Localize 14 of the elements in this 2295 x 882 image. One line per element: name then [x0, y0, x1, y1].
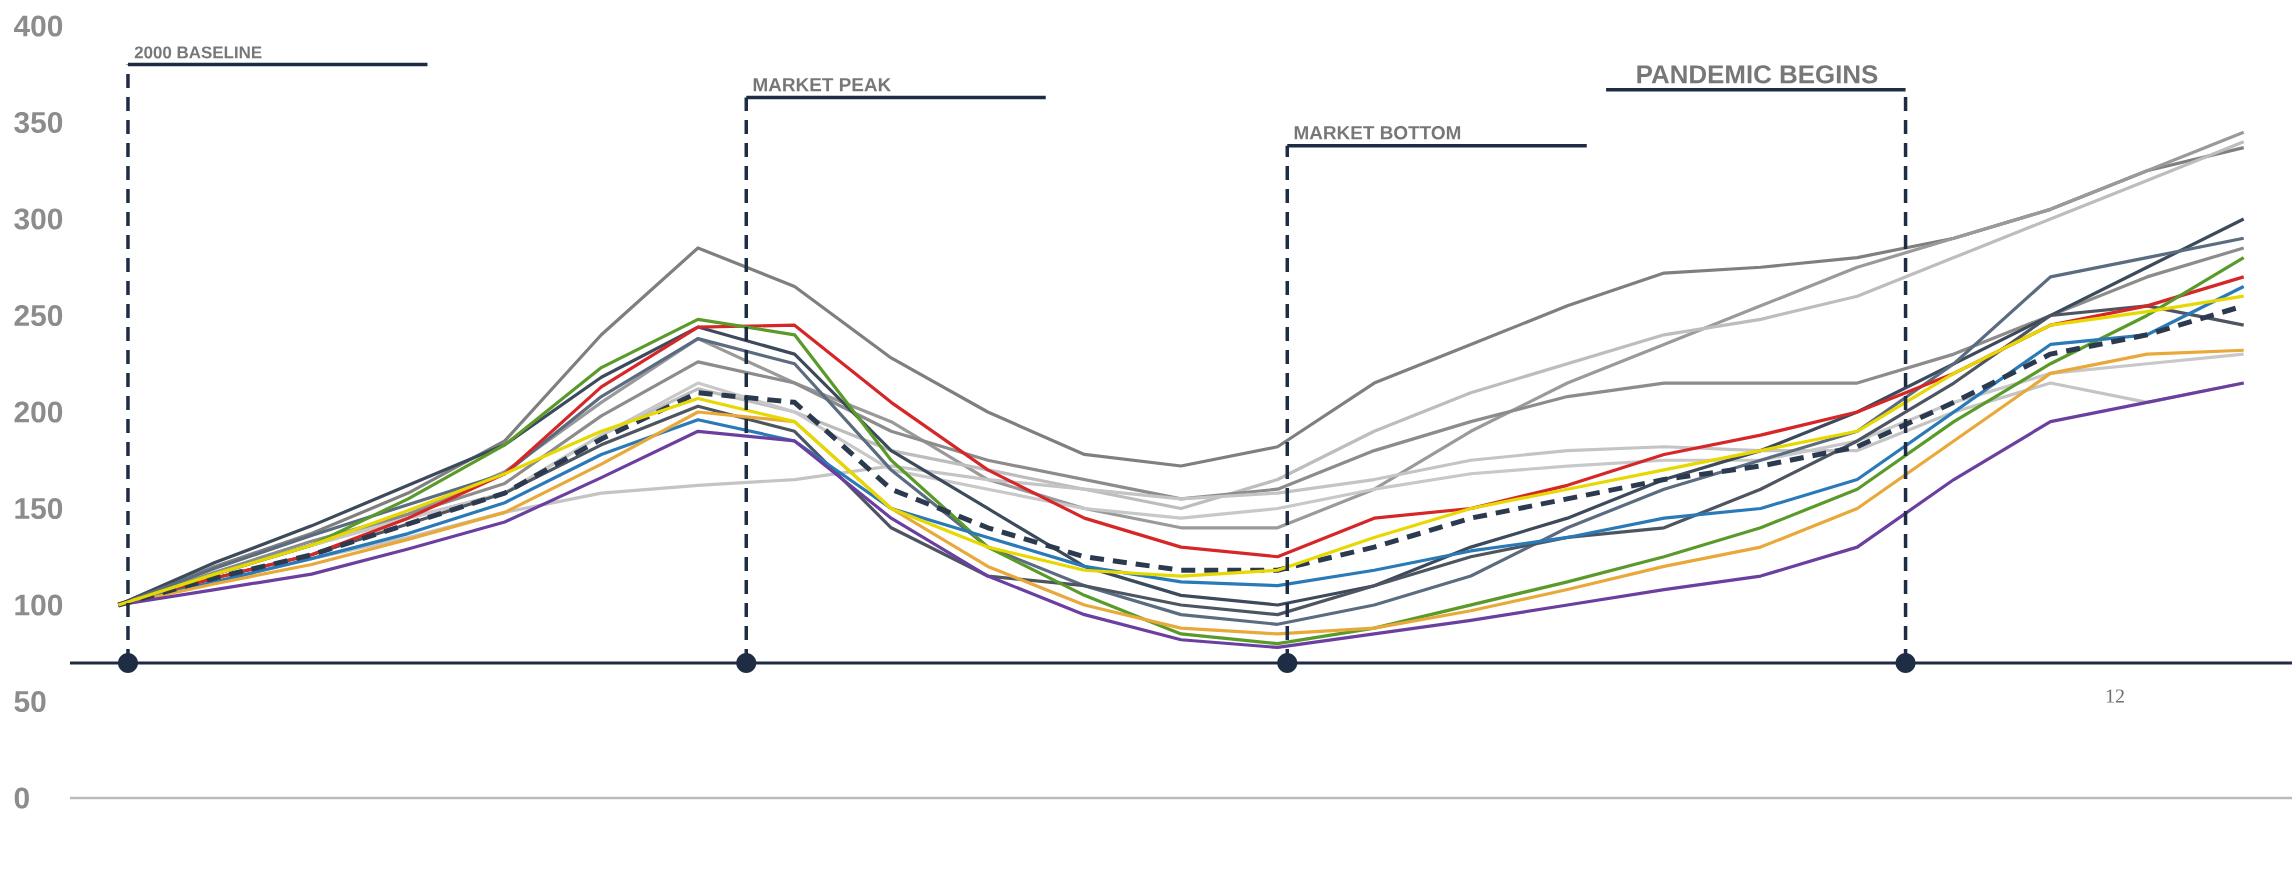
annotation: MARKET BOTTOM: [1294, 126, 1461, 140]
y-tick-label: 200: [14, 401, 63, 423]
y-tick-label: 50: [14, 690, 46, 713]
y-tick-label: 350: [14, 111, 63, 134]
annotation: MARKET PEAK: [753, 78, 892, 92]
y-tick-label: 300: [14, 208, 63, 230]
annotation: 12: [2106, 689, 2124, 703]
y-tick-label: 100: [15, 594, 63, 616]
y-tick-label: 400: [13, 15, 63, 37]
annotation: 2000 BASELINE: [134, 46, 262, 59]
y-tick-label: 0: [14, 787, 29, 809]
annotation: PANDEMIC BEGINS: [1637, 65, 1878, 84]
y-tick-label: 250: [14, 304, 63, 327]
y-tick-label: 150: [15, 497, 63, 520]
